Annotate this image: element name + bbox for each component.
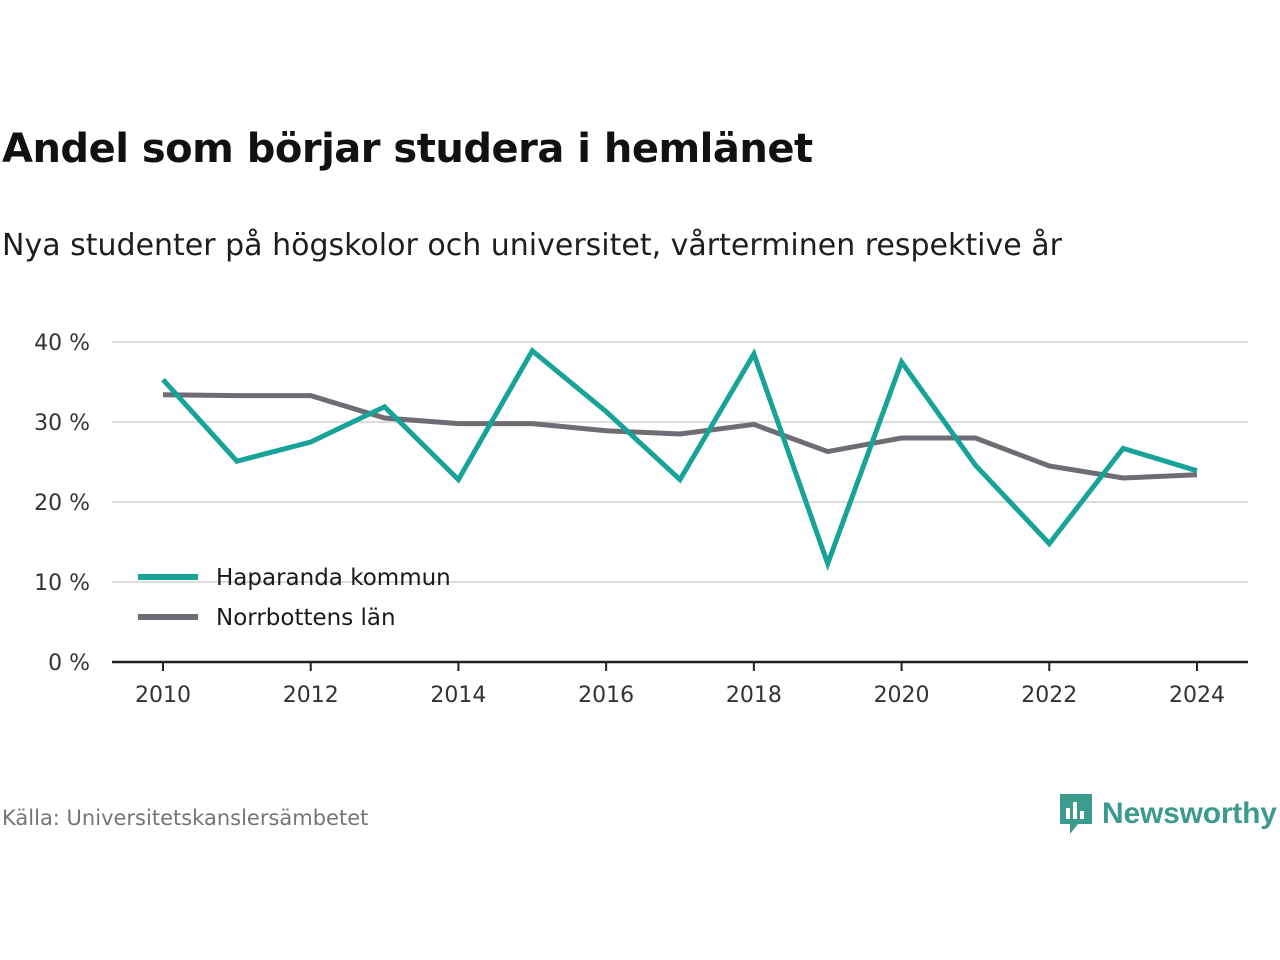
y-axis: 0 % 10 % 20 % 30 % 40 % xyxy=(34,331,90,676)
legend-label: Haparanda kommun xyxy=(216,565,451,591)
x-axis: 2010 2012 2014 2016 2018 2020 2022 2024 xyxy=(112,660,1248,708)
y-tick-label: 20 % xyxy=(34,491,90,516)
x-tick-label: 2016 xyxy=(578,683,634,708)
brand-name: Newsworthy xyxy=(1102,797,1277,830)
legend-label: Norrbottens län xyxy=(216,605,396,631)
x-tick-label: 2020 xyxy=(874,683,930,708)
newsworthy-logo-icon xyxy=(1060,794,1092,834)
brand-logo: Newsworthy xyxy=(1058,792,1277,836)
legend: Haparanda kommun Norrbottens län xyxy=(138,565,451,631)
series-line-haparanda xyxy=(161,346,1198,571)
y-tick-label: 40 % xyxy=(34,331,90,356)
gridlines xyxy=(112,341,1248,583)
series-line-norrbotten xyxy=(162,392,1198,481)
x-tick-label: 2022 xyxy=(1021,683,1077,708)
chart-title: Andel som börjar studera i hemlänet xyxy=(2,126,813,172)
series-lines xyxy=(161,346,1198,571)
x-tick-label: 2018 xyxy=(726,683,782,708)
source-note: Källa: Universitetskanslersämbetet xyxy=(2,806,369,830)
y-tick-label: 10 % xyxy=(34,571,90,596)
x-tick-label: 2024 xyxy=(1169,683,1225,708)
y-tick-label: 0 % xyxy=(48,651,90,676)
y-tick-label: 30 % xyxy=(34,411,90,436)
x-tick-label: 2010 xyxy=(135,683,191,708)
x-tick-label: 2014 xyxy=(430,683,486,708)
chart-subtitle: Nya studenter på högskolor och universit… xyxy=(2,228,1062,263)
x-tick-label: 2012 xyxy=(283,683,339,708)
line-chart: 0 % 10 % 20 % 30 % 40 % 2010 2012 2014 2016 2018… xyxy=(34,331,1248,708)
